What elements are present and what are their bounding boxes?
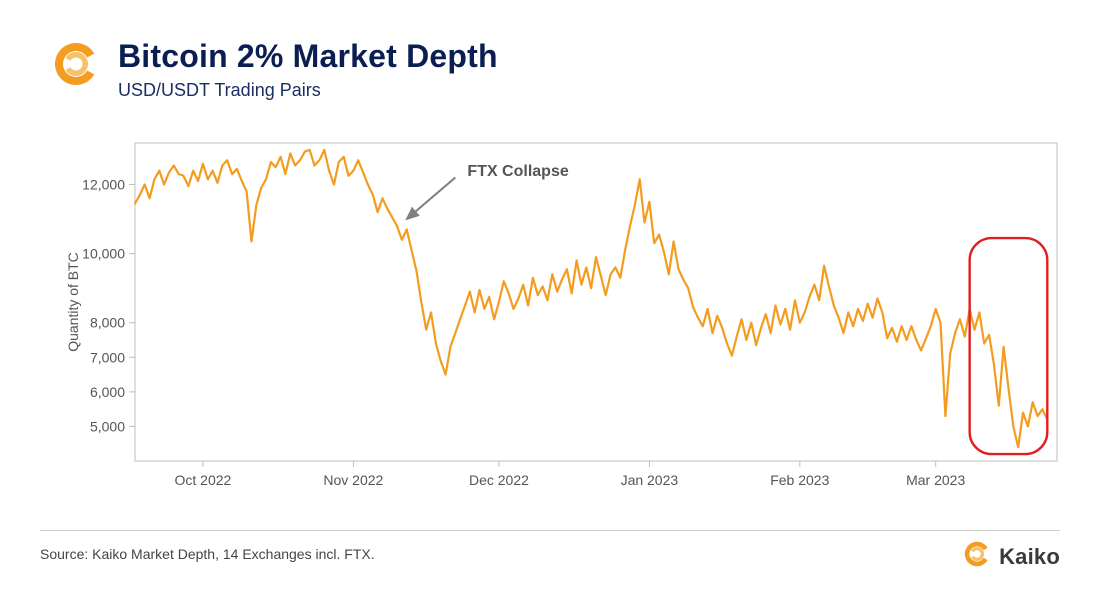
svg-text:Mar 2023: Mar 2023 xyxy=(906,472,965,488)
brand-footer: Kaiko xyxy=(963,540,1060,573)
chart-subtitle: USD/USDT Trading Pairs xyxy=(118,80,498,101)
svg-text:Feb 2023: Feb 2023 xyxy=(770,472,829,488)
svg-text:8,000: 8,000 xyxy=(90,315,125,331)
source-text: Source: Kaiko Market Depth, 14 Exchanges… xyxy=(40,546,375,562)
svg-text:10,000: 10,000 xyxy=(82,246,125,262)
svg-text:12,000: 12,000 xyxy=(82,176,125,192)
chart-card: Bitcoin 2% Market Depth USD/USDT Trading… xyxy=(0,0,1100,595)
svg-text:7,000: 7,000 xyxy=(90,349,125,365)
kaiko-logo-icon xyxy=(963,540,991,573)
header: Bitcoin 2% Market Depth USD/USDT Trading… xyxy=(52,40,498,101)
svg-text:Dec 2022: Dec 2022 xyxy=(469,472,529,488)
svg-text:6,000: 6,000 xyxy=(90,384,125,400)
svg-text:5,000: 5,000 xyxy=(90,418,125,434)
svg-text:Quantity of BTC: Quantity of BTC xyxy=(65,252,81,352)
brand-name: Kaiko xyxy=(999,544,1060,570)
kaiko-logo-icon xyxy=(52,40,100,88)
svg-text:Nov 2022: Nov 2022 xyxy=(323,472,383,488)
chart: 5,000 6,000 7,000 8,000 10,000 12,000 Oct 2022… xyxy=(60,135,1065,505)
footer-divider xyxy=(40,530,1060,531)
chart-title: Bitcoin 2% Market Depth xyxy=(118,40,498,74)
svg-text:Oct 2022: Oct 2022 xyxy=(175,472,232,488)
svg-text:FTX Collapse: FTX Collapse xyxy=(467,163,568,180)
svg-text:Jan 2023: Jan 2023 xyxy=(621,472,679,488)
